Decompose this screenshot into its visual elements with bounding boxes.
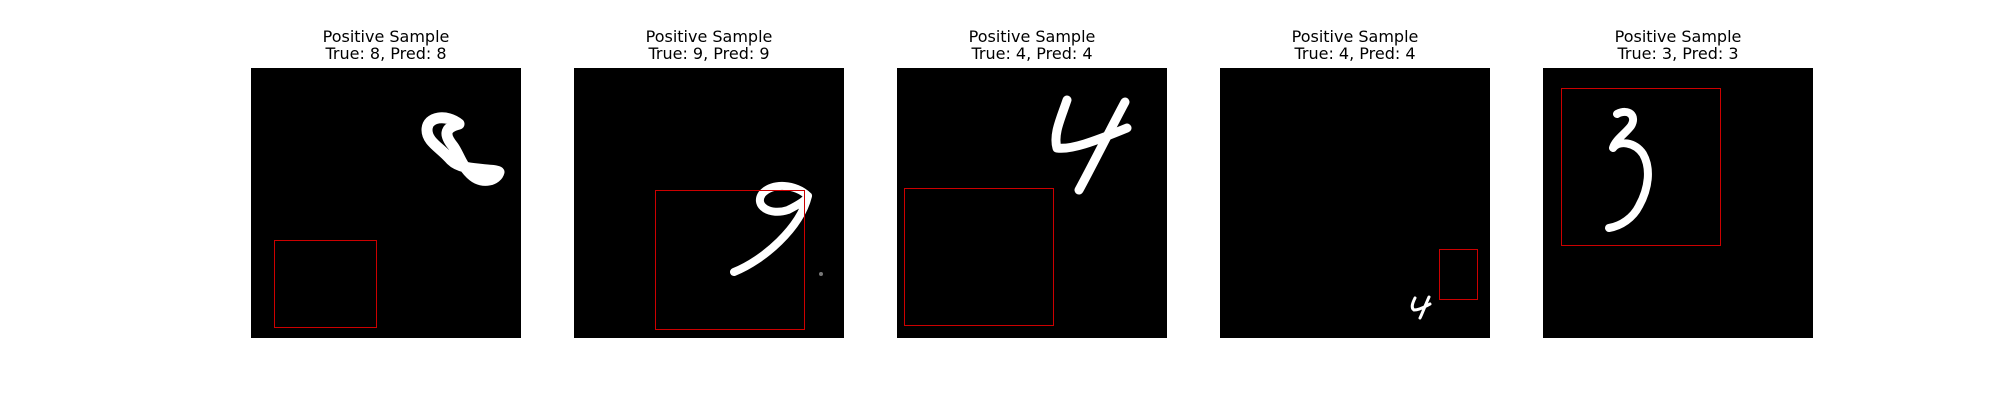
panel-title: Positive Sample True: 4, Pred: 4 [1180, 28, 1530, 62]
panel-title-line: Positive Sample [645, 27, 773, 46]
handwritten-digit-3 [1605, 107, 1652, 232]
handwritten-digit-9 [730, 182, 823, 276]
panel-title-line: Positive Sample [1614, 27, 1742, 46]
panel-title-line: Positive Sample [968, 27, 1096, 46]
red-bounding-box [274, 240, 377, 328]
panel-subtitle-line: True: 4, Pred: 4 [971, 44, 1093, 63]
handwritten-digit-8 [421, 112, 505, 186]
sample-image [1543, 68, 1813, 338]
sample-image [251, 68, 521, 338]
handwritten-digit-4 [1051, 95, 1132, 195]
sample-image [897, 68, 1167, 338]
panel-title: Positive Sample True: 8, Pred: 8 [211, 28, 561, 62]
panel-subtitle-line: True: 4, Pred: 4 [1294, 44, 1416, 63]
sample-panel-3: Positive Sample True: 4, Pred: 4 [897, 28, 1167, 340]
sample-panel-2: Positive Sample True: 9, Pred: 9 [574, 28, 844, 340]
red-bounding-box [904, 188, 1054, 326]
sample-panel-4: Positive Sample True: 4, Pred: 4 [1220, 28, 1490, 340]
sample-panel-1: Positive Sample True: 8, Pred: 8 [251, 28, 521, 340]
panel-subtitle-line: True: 3, Pred: 3 [1617, 44, 1739, 63]
handwritten-digit-4-small [1410, 295, 1432, 320]
panel-title-line: Positive Sample [1291, 27, 1419, 46]
panel-title: Positive Sample True: 9, Pred: 9 [534, 28, 884, 62]
red-bounding-box [1439, 249, 1478, 300]
panel-subtitle-line: True: 9, Pred: 9 [648, 44, 770, 63]
red-bounding-box [655, 190, 805, 330]
sample-image [574, 68, 844, 338]
sample-image [1220, 68, 1490, 338]
panel-title-line: Positive Sample [322, 27, 450, 46]
red-bounding-box [1561, 88, 1721, 246]
sample-panel-5: Positive Sample True: 3, Pred: 3 [1543, 28, 1813, 340]
panel-title: Positive Sample True: 4, Pred: 4 [857, 28, 1207, 62]
panel-title: Positive Sample True: 3, Pred: 3 [1503, 28, 1853, 62]
panel-subtitle-line: True: 8, Pred: 8 [325, 44, 447, 63]
